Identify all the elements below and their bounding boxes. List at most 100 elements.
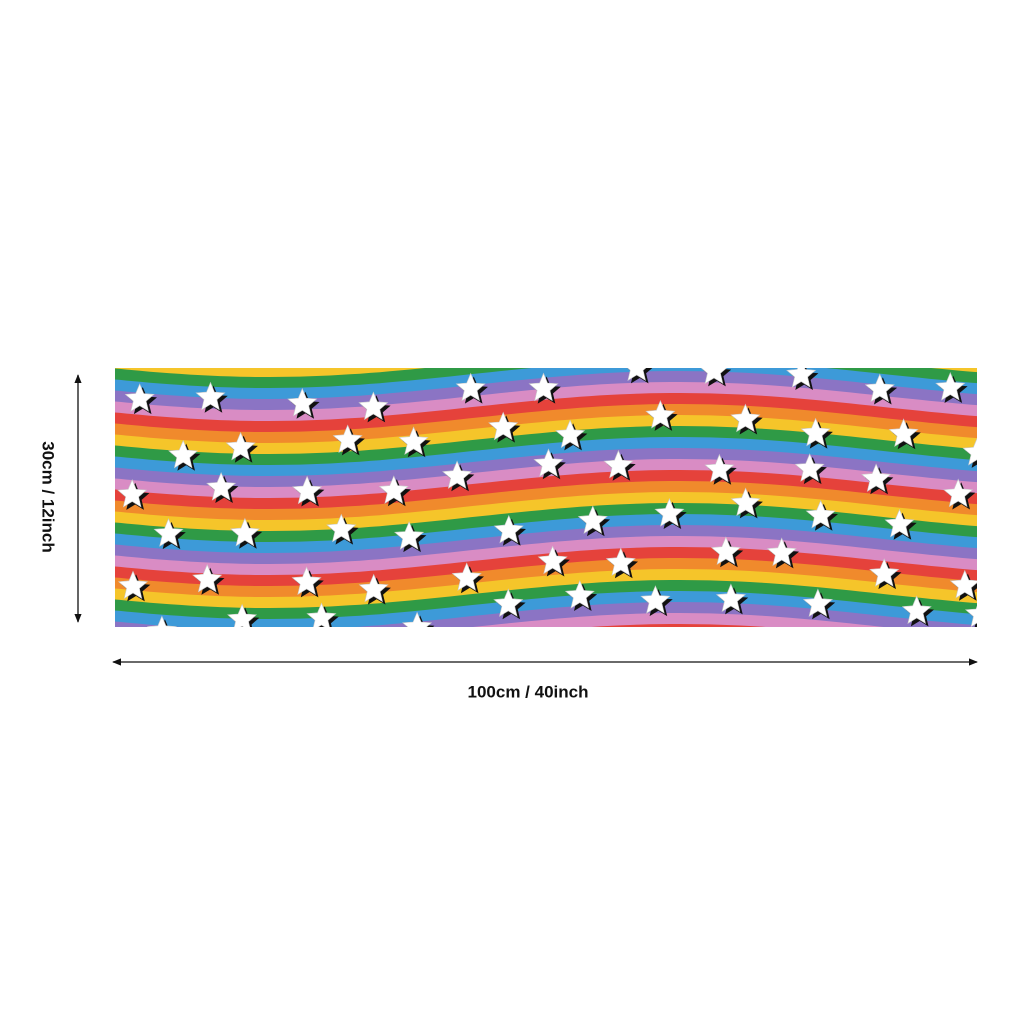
stripe xyxy=(100,250,990,290)
stripe xyxy=(115,470,977,510)
star xyxy=(884,508,915,538)
star xyxy=(864,373,895,403)
stripe xyxy=(115,393,977,433)
star xyxy=(168,439,199,469)
star xyxy=(981,525,1010,552)
star-shadow xyxy=(984,528,1013,555)
star xyxy=(528,372,559,402)
stripe xyxy=(115,569,977,609)
star xyxy=(888,418,919,447)
star xyxy=(640,585,671,614)
star-pattern xyxy=(117,368,1013,627)
star xyxy=(195,381,226,411)
star xyxy=(802,588,833,617)
star xyxy=(603,449,634,479)
star xyxy=(442,460,473,489)
star xyxy=(935,372,966,401)
star xyxy=(493,514,524,544)
height-label: 30cm / 12inch xyxy=(39,441,58,553)
star xyxy=(291,566,322,596)
stripe xyxy=(115,503,977,543)
star xyxy=(493,588,524,617)
star xyxy=(943,478,974,508)
star xyxy=(153,518,184,547)
star xyxy=(287,387,318,417)
star xyxy=(654,498,685,527)
stripe xyxy=(115,536,977,576)
star xyxy=(605,547,636,576)
star xyxy=(794,453,825,482)
star xyxy=(700,368,728,385)
star xyxy=(537,545,568,575)
star xyxy=(710,536,741,565)
stripe xyxy=(100,305,990,345)
star xyxy=(117,479,148,508)
star xyxy=(715,583,746,613)
stripe xyxy=(100,294,990,334)
rainbow-stripes xyxy=(100,250,990,686)
width-label: 100cm / 40inch xyxy=(468,682,589,701)
star xyxy=(229,517,260,547)
stripe xyxy=(115,580,977,620)
star xyxy=(124,383,155,412)
star xyxy=(704,453,735,483)
star xyxy=(488,411,519,441)
star xyxy=(378,475,409,504)
star xyxy=(786,368,817,388)
stripe xyxy=(115,371,977,411)
stripe xyxy=(100,646,990,686)
star xyxy=(398,426,429,455)
star xyxy=(292,475,323,505)
stripe xyxy=(115,558,977,598)
star xyxy=(358,573,389,603)
star xyxy=(117,570,149,600)
star xyxy=(206,472,237,501)
stripe xyxy=(472,613,884,627)
star xyxy=(577,505,608,534)
star xyxy=(964,605,977,627)
star xyxy=(225,431,256,461)
star xyxy=(192,563,223,593)
stripe xyxy=(115,437,977,477)
stripe xyxy=(100,283,990,323)
star xyxy=(766,537,797,567)
star xyxy=(730,403,761,433)
stripe xyxy=(115,368,977,389)
star xyxy=(564,580,595,609)
star xyxy=(455,372,486,402)
stripe xyxy=(115,368,977,400)
star xyxy=(949,569,977,599)
stripe xyxy=(100,316,990,356)
star xyxy=(326,513,357,543)
stripe xyxy=(100,635,990,675)
stripe xyxy=(591,624,766,627)
stripe xyxy=(115,415,977,455)
star xyxy=(730,487,761,517)
stripe xyxy=(115,426,977,466)
stripe xyxy=(100,272,990,312)
stripe xyxy=(115,448,977,488)
star xyxy=(227,603,258,627)
star xyxy=(394,521,425,550)
stripe xyxy=(115,602,977,627)
star xyxy=(645,400,676,429)
star xyxy=(869,558,900,587)
stripe xyxy=(115,481,977,521)
star xyxy=(962,437,977,466)
stripe xyxy=(115,368,977,378)
star xyxy=(358,391,389,421)
stripe xyxy=(100,327,990,367)
stripe xyxy=(115,514,977,554)
stripe xyxy=(115,382,977,422)
star xyxy=(627,368,647,382)
star xyxy=(555,419,586,449)
star xyxy=(533,448,564,477)
star xyxy=(332,424,363,454)
star xyxy=(306,602,337,627)
star xyxy=(146,615,177,627)
star xyxy=(861,463,892,492)
stripe xyxy=(115,525,977,565)
stripe xyxy=(115,459,977,499)
